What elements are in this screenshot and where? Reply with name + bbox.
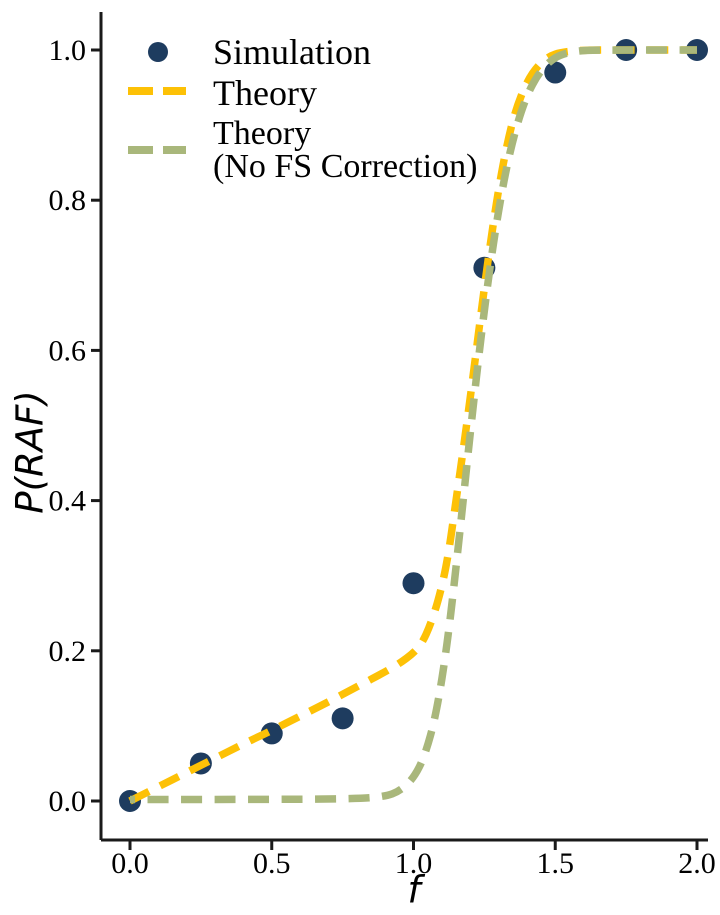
simulation-data-point bbox=[260, 722, 283, 745]
x-tick-label: 0.5 bbox=[253, 847, 291, 880]
y-tick-label: 0.8 bbox=[49, 184, 87, 217]
y-tick-label: 0.6 bbox=[49, 334, 87, 367]
y-tick-label: 0.2 bbox=[49, 635, 87, 668]
x-tick-label: 1.0 bbox=[395, 847, 433, 880]
y-tick-label: 1.0 bbox=[49, 34, 87, 67]
theory-no-fs-correction-curve bbox=[129, 46, 697, 804]
simulation-data-point bbox=[544, 61, 567, 84]
simulation-data-point bbox=[402, 572, 425, 595]
y-axis-label: P(RAF) bbox=[8, 390, 52, 514]
x-tick-label: 1.5 bbox=[537, 847, 575, 880]
x-axis-label: f bbox=[407, 868, 421, 912]
x-tick-label: 2.0 bbox=[678, 847, 716, 880]
y-tick-label: 0.0 bbox=[49, 785, 87, 818]
x-tick-label: 0.0 bbox=[111, 847, 149, 880]
simulation-data-point bbox=[331, 707, 354, 730]
theory-curve bbox=[128, 46, 697, 805]
y-tick-label: 0.4 bbox=[49, 485, 87, 518]
